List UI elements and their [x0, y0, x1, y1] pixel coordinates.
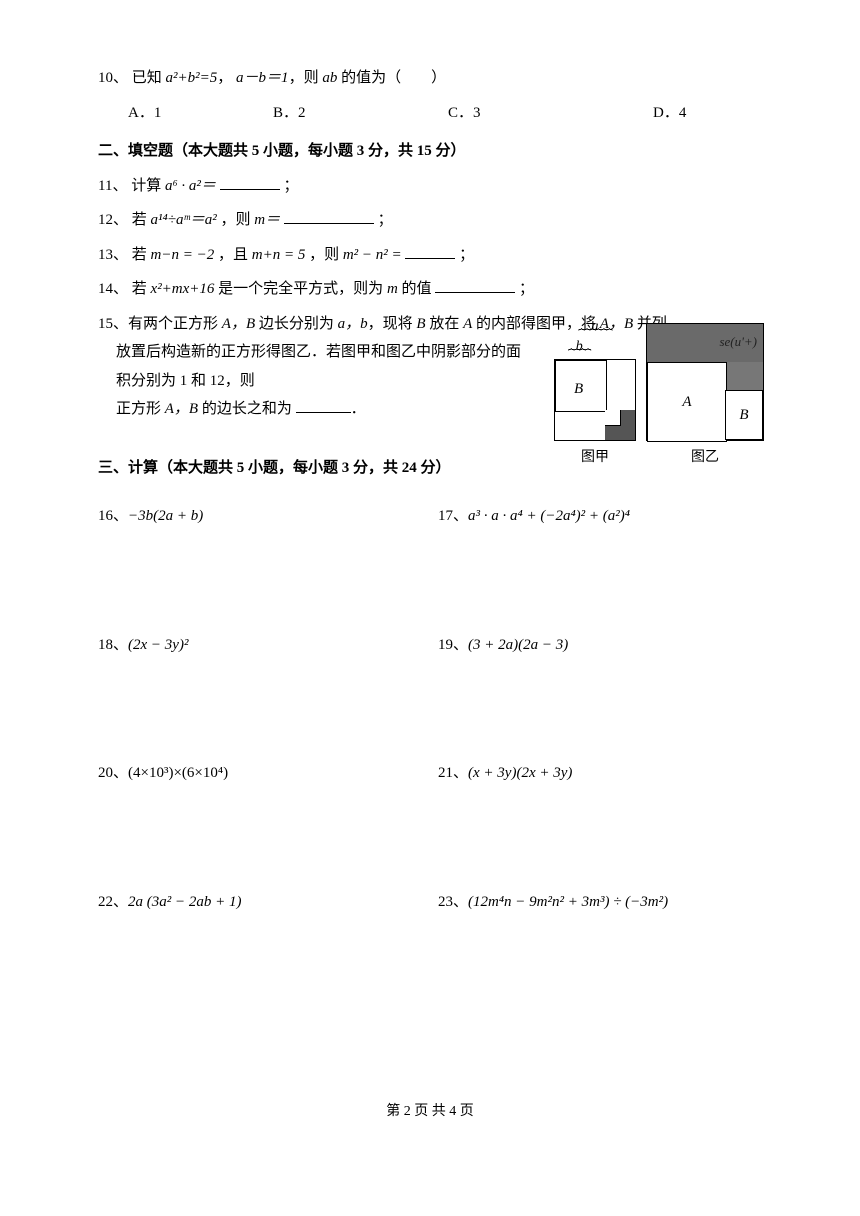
- calculation-grid: 16、−3b(2a + b) 17、a³ · a · a⁴ + (−2a⁴)² …: [98, 502, 762, 916]
- figure-2: se(u'+) A B: [646, 323, 764, 441]
- question-15: 15、有两个正方形 A，B 边长分别为 a，b，现将 B 放在 A 的内部得图甲…: [98, 310, 762, 424]
- question-23: 23、(12m⁴n − 9m²n² + 3m³) ÷ (−3m²): [438, 888, 762, 917]
- question-18: 18、(2x − 3y)²: [98, 631, 438, 660]
- q15-blank: [296, 398, 351, 413]
- q10-opt-d: D．4: [653, 99, 686, 128]
- question-10: 10、 已知 a²+b²=5， a－b＝1，则 ab 的值为（ ）: [98, 64, 762, 93]
- question-14: 14、 若 x²+mx+16 是一个完全平方式，则为 m 的值 ；: [98, 275, 762, 304]
- q10-end: 的值为（ ）: [341, 70, 446, 86]
- question-12: 12、 若 a¹⁴÷aᵐ＝a² ，则 m＝ ；: [98, 206, 762, 235]
- q10-expr3: ab: [322, 70, 337, 86]
- q15-figures: a ⏞⏞⏞⏞⏞⏞ b ⏞⏞⏞⏞ B 图甲: [554, 320, 782, 472]
- question-13: 13、 若 m−n = −2 ，且 m+n = 5 ，则 m² − n² = ；: [98, 241, 762, 270]
- fig2-caption: 图乙: [691, 445, 719, 472]
- q12-blank: [284, 209, 374, 224]
- page-footer: 第 2 页 共 4 页: [0, 1099, 860, 1126]
- q10-options: A．1 B．2 C．3 D．4: [98, 99, 762, 128]
- q10-opt-b: B．2: [273, 99, 448, 128]
- q14-blank: [435, 278, 515, 293]
- question-22: 22、2a (3a² − 2ab + 1): [98, 888, 438, 917]
- question-11: 11、 计算 a⁶ · a²＝ ；: [98, 172, 762, 201]
- question-21: 21、(x + 3y)(2x + 3y): [438, 759, 762, 788]
- q10-expr1: a²+b²=5: [166, 70, 218, 86]
- q10-pre: 已知: [132, 70, 162, 86]
- q10-opt-a: A．1: [128, 99, 273, 128]
- section-2-title: 二、填空题（本大题共 5 小题，每小题 3 分，共 15 分）: [98, 137, 762, 166]
- question-19: 19、(3 + 2a)(2a − 3): [438, 631, 762, 660]
- q13-blank: [405, 244, 455, 259]
- q10-expr2: a－b＝1: [236, 70, 289, 86]
- fig1-caption: 图甲: [581, 445, 609, 472]
- q10-opt-c: C．3: [448, 99, 653, 128]
- q11-blank: [220, 175, 280, 190]
- question-20: 20、(4×10³)×(6×10⁴): [98, 759, 438, 788]
- q10-num: 10、: [98, 70, 128, 86]
- question-16: 16、−3b(2a + b): [98, 502, 438, 531]
- question-17: 17、a³ · a · a⁴ + (−2a⁴)² + (a²)⁴: [438, 502, 762, 531]
- figure-1: B: [554, 359, 636, 441]
